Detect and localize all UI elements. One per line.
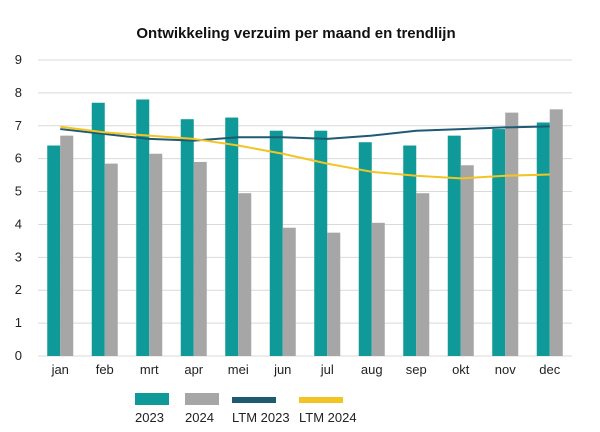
grid-lines <box>38 59 572 357</box>
x-tick-label: okt <box>452 362 470 377</box>
legend: 2023 2024 LTM 2023 LTM 2024 <box>135 393 357 425</box>
y-tick-label: 2 <box>15 282 22 297</box>
bar-2024 <box>282 227 296 356</box>
x-axis-ticks: jan feb mrt apr mei jun jul aug sep okt nov dec <box>51 362 561 377</box>
y-tick-label: 6 <box>15 151 22 166</box>
x-tick-label: mei <box>228 362 249 377</box>
legend-2024-label: 2024 <box>185 410 214 425</box>
bar-2023 <box>447 135 461 356</box>
x-tick-label: sep <box>406 362 427 377</box>
x-tick-label: feb <box>96 362 114 377</box>
bar-2024 <box>149 153 163 356</box>
legend-ltm-2023-swatch <box>232 397 276 403</box>
bar-2023 <box>403 145 417 356</box>
legend-ltm-2024-swatch <box>299 397 343 403</box>
bar-2023 <box>180 119 194 356</box>
bar-2024 <box>327 232 341 356</box>
y-tick-label: 0 <box>15 348 22 363</box>
bar-2024 <box>549 109 563 356</box>
bar-2023 <box>492 129 506 356</box>
bar-2023 <box>314 130 328 356</box>
legend-2024-swatch <box>185 393 219 405</box>
y-tick-label: 7 <box>15 118 22 133</box>
legend-ltm-2023-label: LTM 2023 <box>232 410 290 425</box>
x-tick-label: dec <box>539 362 560 377</box>
bar-2023 <box>91 102 105 356</box>
bar-2024 <box>193 161 207 356</box>
bar-2024 <box>505 112 519 356</box>
line-ltm-2024 <box>60 125 550 180</box>
x-tick-label: aug <box>361 362 383 377</box>
y-tick-label: 3 <box>15 249 22 264</box>
y-tick-label: 4 <box>15 216 22 231</box>
x-tick-label: jun <box>273 362 291 377</box>
y-tick-label: 1 <box>15 315 22 330</box>
legend-2023-label: 2023 <box>135 410 164 425</box>
bar-2024 <box>416 193 430 356</box>
trend-lines <box>60 125 550 180</box>
bar-2024 <box>60 135 74 356</box>
y-axis-ticks: 0 1 2 3 4 5 6 7 8 9 <box>15 52 22 363</box>
bar-2023 <box>47 145 61 356</box>
bar-2024 <box>460 165 474 356</box>
bar-2024 <box>238 193 252 356</box>
x-tick-label: apr <box>184 362 203 377</box>
bar-2023 <box>269 130 283 356</box>
line-ltm-2023 <box>60 125 550 142</box>
x-tick-label: jan <box>51 362 69 377</box>
x-tick-label: nov <box>495 362 516 377</box>
bar-2024 <box>371 222 385 356</box>
legend-2023-swatch <box>135 393 169 405</box>
legend-ltm-2024-label: LTM 2024 <box>299 410 357 425</box>
x-tick-label: mrt <box>140 362 159 377</box>
y-tick-label: 5 <box>15 184 22 199</box>
y-tick-label: 8 <box>15 85 22 100</box>
bar-2024 <box>104 163 118 356</box>
bar-2023 <box>225 117 239 356</box>
x-tick-label: jul <box>320 362 334 377</box>
bars <box>47 99 563 356</box>
chart-title: Ontwikkeling verzuim per maand en trendl… <box>136 25 455 42</box>
bar-2023 <box>536 122 550 356</box>
y-tick-label: 9 <box>15 52 22 67</box>
bar-2023 <box>358 142 372 356</box>
bar-2023 <box>136 99 150 356</box>
